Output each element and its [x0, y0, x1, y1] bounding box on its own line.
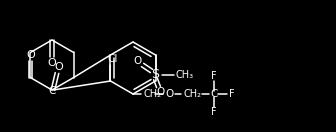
Text: O: O [165, 89, 173, 99]
Text: O: O [26, 50, 35, 60]
Text: O: O [55, 62, 64, 72]
Text: F: F [211, 107, 217, 117]
Text: C: C [48, 86, 56, 96]
Text: O: O [156, 87, 165, 97]
Text: CH₂: CH₂ [143, 89, 161, 99]
Text: CH₃: CH₃ [175, 70, 194, 80]
Text: F: F [229, 89, 235, 99]
Text: F: F [211, 71, 217, 81]
Text: CH₂: CH₂ [183, 89, 201, 99]
Text: S: S [152, 69, 160, 81]
Text: Cl: Cl [107, 54, 118, 64]
Text: O: O [133, 56, 142, 66]
Text: C: C [210, 89, 218, 99]
Text: O: O [48, 58, 56, 68]
